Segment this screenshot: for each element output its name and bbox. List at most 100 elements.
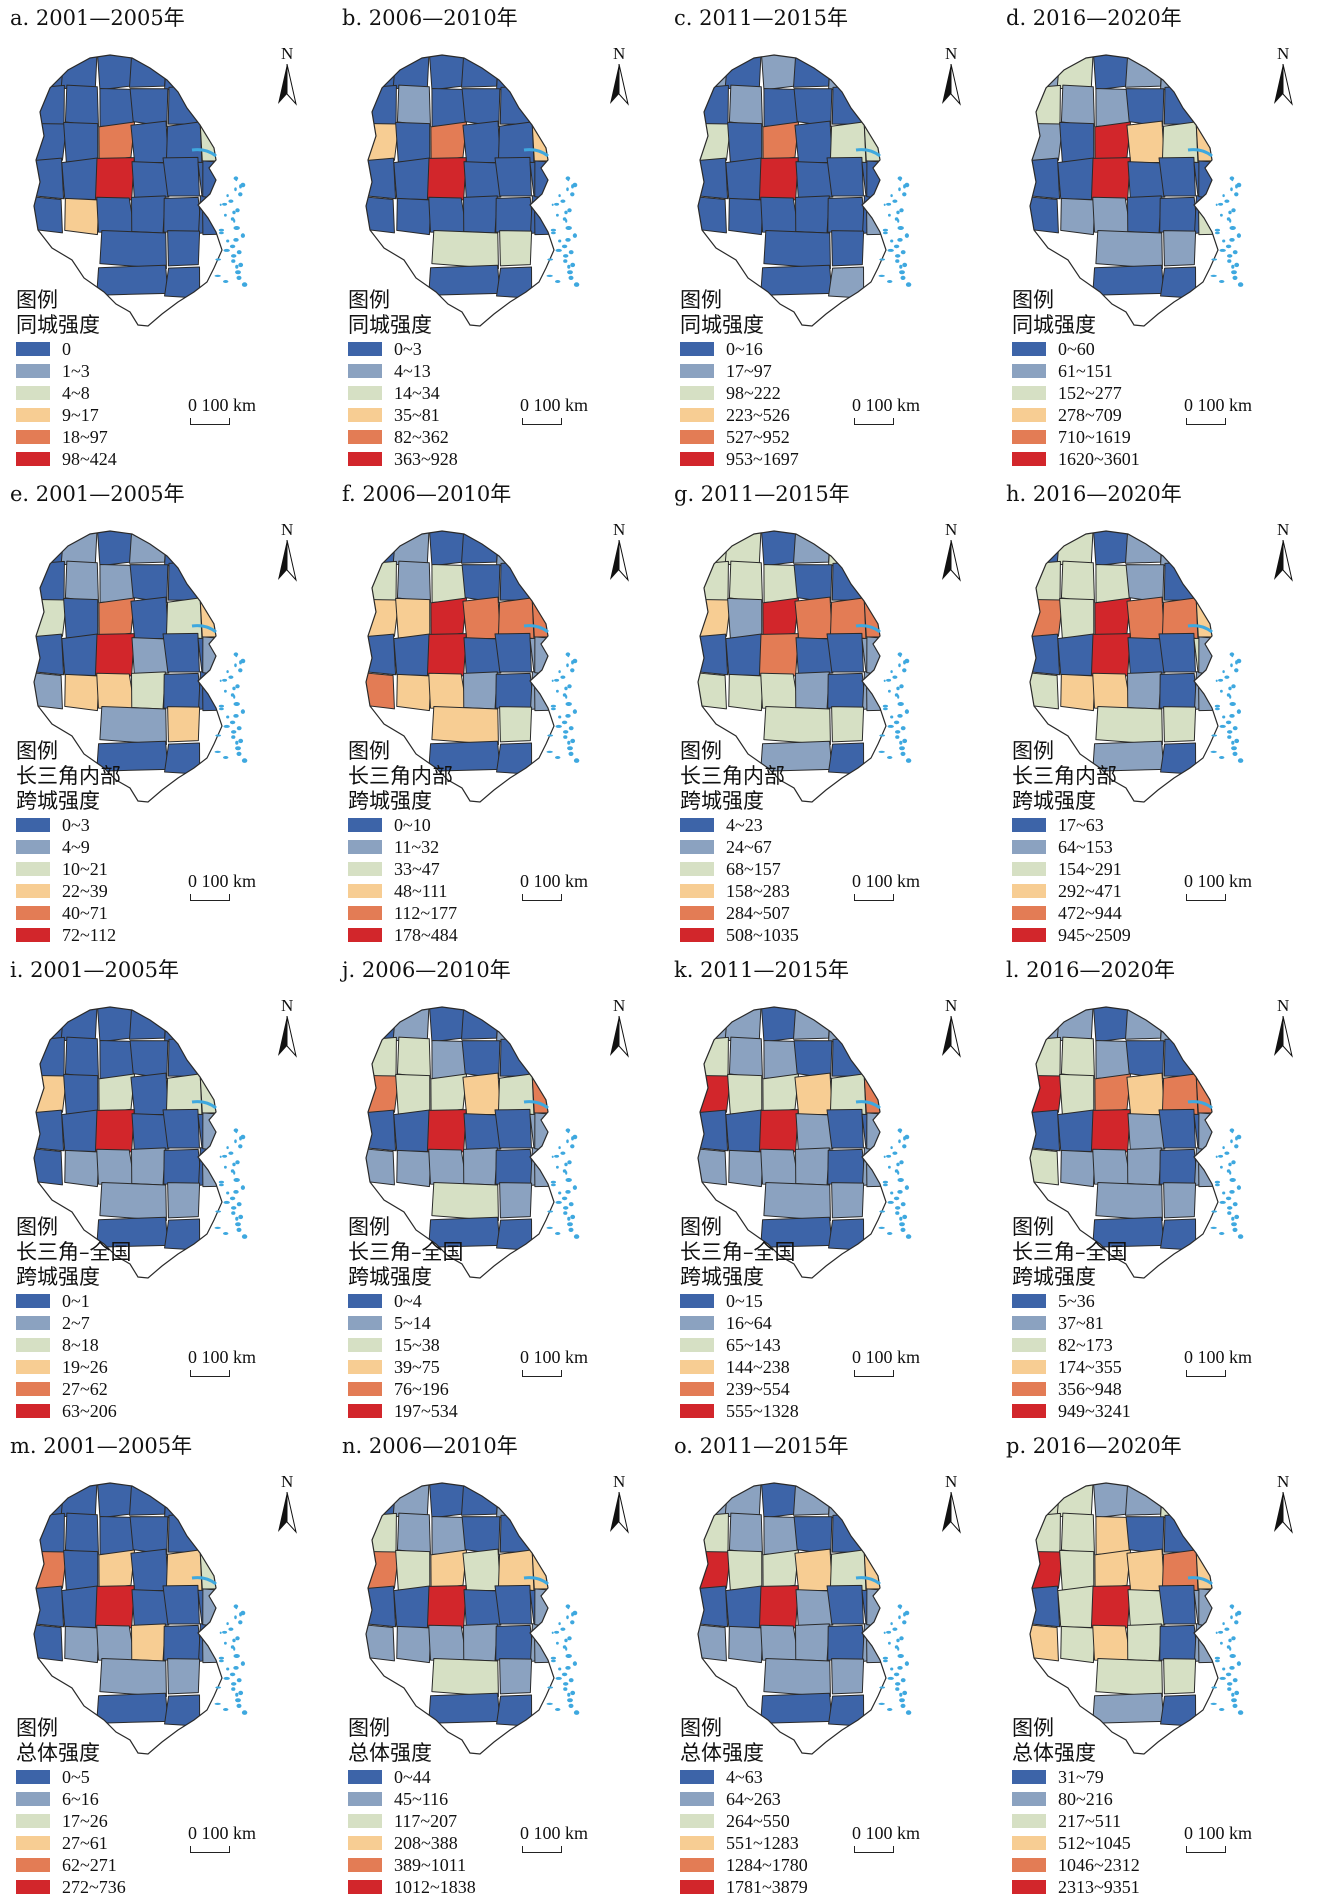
legend-swatch: [16, 1770, 50, 1784]
region: [393, 1109, 433, 1153]
region: [794, 120, 833, 164]
region: [366, 157, 397, 200]
legend-label: 953~1697: [726, 448, 799, 469]
region: [2, 88, 32, 126]
region: [202, 1588, 222, 1629]
legend-swatch: [680, 430, 714, 444]
region: [725, 1585, 765, 1629]
legend-label: 0: [62, 338, 71, 359]
region: [698, 157, 729, 200]
legend-item: 4~23: [680, 814, 799, 836]
region: [863, 1076, 886, 1114]
region: [1030, 1148, 1059, 1186]
legend-item: 11~32: [348, 836, 458, 858]
region: [130, 120, 169, 164]
legend-swatch: [348, 1770, 382, 1784]
legend-swatch: [348, 364, 382, 378]
legend-label: 8~18: [62, 1334, 99, 1355]
legend-swatch: [1012, 928, 1046, 942]
legend-item: 1~3: [16, 360, 117, 382]
region: [763, 88, 799, 127]
region: [94, 157, 135, 201]
region: [1159, 672, 1199, 710]
legend-item: 35~81: [348, 404, 458, 426]
coastal-islands: [855, 148, 912, 287]
north-label: N: [281, 996, 294, 1015]
region: [698, 196, 727, 234]
region: [794, 1072, 833, 1116]
north-arrow-icon: N: [936, 44, 970, 106]
region: [1030, 1147, 1031, 1188]
map-outline: [697, 54, 887, 327]
legend-label: 551~1283: [726, 1832, 799, 1853]
legend-item: 6~16: [16, 1788, 126, 1810]
legend-item: 527~952: [680, 426, 799, 448]
panel-title: c. 2011—2015年: [674, 6, 848, 30]
region: [197, 1483, 222, 1520]
legend-item: 953~1697: [680, 448, 799, 470]
legend-label: 0~3: [394, 338, 422, 359]
region: [393, 1585, 433, 1629]
map-outline: [697, 530, 887, 803]
legend-swatch: [16, 818, 50, 832]
region: [793, 1007, 831, 1040]
region: [698, 599, 732, 638]
scale-label: 0 100 km: [188, 1823, 257, 1843]
coastal-islands: [523, 148, 580, 287]
legend-item: 24~67: [680, 836, 799, 858]
choropleth-map: [33, 1006, 248, 1279]
region: [64, 84, 99, 127]
legend-swatch: [348, 386, 382, 400]
choropleth-map: [1029, 530, 1244, 803]
region: [861, 531, 886, 568]
region: [1030, 1108, 1032, 1153]
region: [366, 196, 395, 234]
legend-label: 117~207: [394, 1810, 458, 1831]
region: [1195, 1552, 1218, 1590]
choropleth-map: [365, 54, 580, 327]
region: [531, 1552, 554, 1590]
region: [531, 1512, 554, 1555]
legend-label: 154~291: [1058, 858, 1122, 879]
legend-swatch: [1012, 408, 1046, 422]
region: [1161, 1073, 1199, 1116]
region: [1160, 1694, 1197, 1727]
region: [728, 1512, 763, 1555]
legend-item: 154~291: [1012, 858, 1131, 880]
legend-item: 223~526: [680, 404, 799, 426]
region: [698, 1585, 729, 1628]
region: [497, 121, 535, 164]
region: [334, 1040, 364, 1078]
region: [793, 531, 831, 564]
legend-swatch: [1012, 1858, 1046, 1872]
region: [1195, 124, 1218, 162]
region: [698, 633, 729, 676]
choropleth-map: [1029, 1482, 1244, 1755]
legend-label: 4~23: [726, 814, 763, 835]
region: [131, 637, 170, 677]
legend-label: 22~39: [62, 880, 108, 901]
legend-item: 363~928: [348, 448, 458, 470]
region: [167, 85, 199, 125]
legend-item: 27~62: [16, 1378, 132, 1400]
region: [165, 121, 203, 164]
legend-swatch: [16, 1836, 50, 1850]
region: [831, 1182, 865, 1219]
scale-bar-line: [522, 418, 562, 425]
region: [461, 564, 501, 604]
legend-heading: 图例: [1012, 1716, 1054, 1740]
region: [1127, 161, 1166, 201]
region: [762, 597, 800, 638]
legend-item: 14~34: [348, 382, 458, 404]
region: [366, 1584, 368, 1629]
legend-swatch: [1012, 342, 1046, 356]
region: [63, 597, 99, 639]
legend-title: 跨城强度: [1012, 789, 1096, 813]
legend-label: 17~97: [726, 360, 772, 381]
region: [793, 1516, 833, 1556]
region: [131, 671, 166, 710]
region: [793, 88, 833, 128]
region: [728, 1149, 764, 1188]
legend-swatch: [680, 1360, 714, 1374]
region: [863, 560, 886, 603]
